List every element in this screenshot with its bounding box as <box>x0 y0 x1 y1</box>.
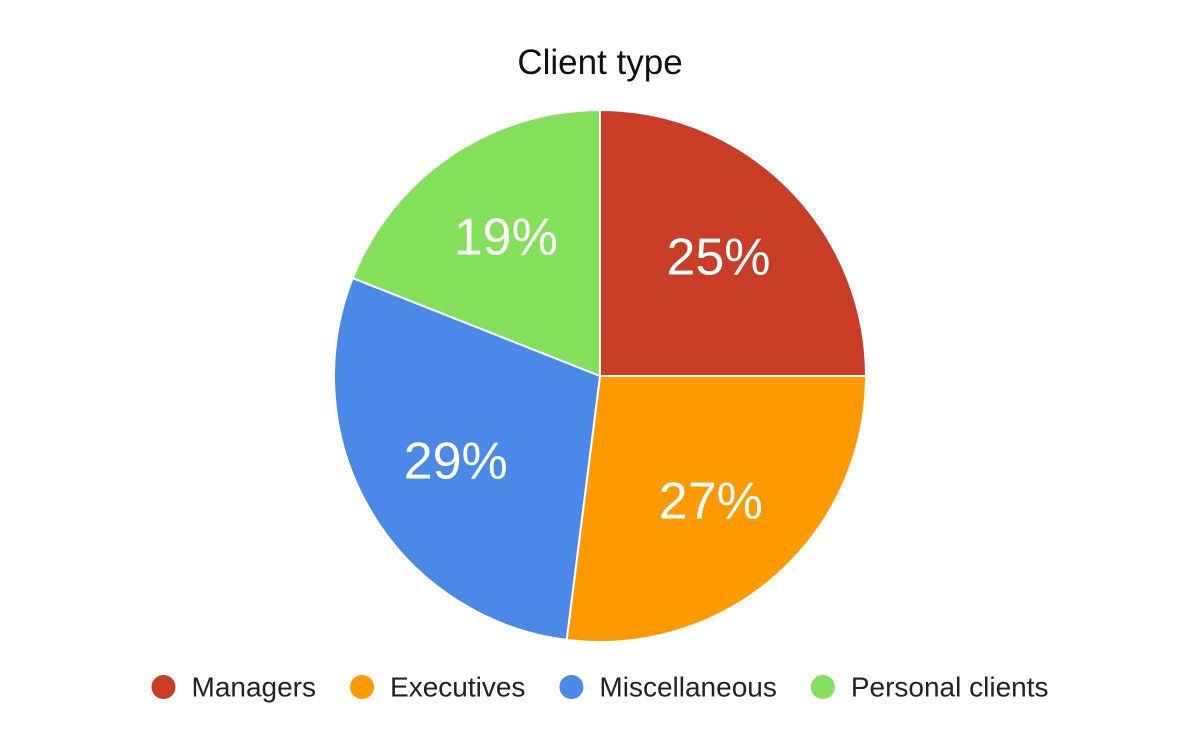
legend-swatch-personal-clients <box>810 675 835 699</box>
slice-label-miscellaneous: 29% <box>404 432 508 490</box>
pie-slice-managers <box>599 108 868 377</box>
slice-label-personal-clients: 19% <box>454 208 558 266</box>
legend-item-managers: Managers <box>151 672 317 703</box>
legend: Managers Executives Miscellaneous Personal … <box>151 672 1049 703</box>
legend-item-miscellaneous: Miscellaneous <box>559 672 777 703</box>
legend-label-personal-clients: Personal clients <box>851 672 1049 703</box>
legend-swatch-managers <box>151 675 176 699</box>
slice-label-managers: 25% <box>666 229 770 287</box>
legend-label-managers: Managers <box>192 672 317 703</box>
legend-swatch-miscellaneous <box>559 675 584 699</box>
pie-slice-personal-clients <box>351 108 601 378</box>
slice-label-executives: 27% <box>659 473 763 531</box>
pie-slices <box>333 108 868 643</box>
legend-item-executives: Executives <box>350 672 525 703</box>
legend-item-personal-clients: Personal clients <box>810 672 1049 703</box>
legend-label-executives: Executives <box>390 672 525 703</box>
chart-title: Client type <box>517 43 682 82</box>
slice-labels: 25% 27% 29% 19% <box>404 208 771 530</box>
legend-label-miscellaneous: Miscellaneous <box>599 672 776 703</box>
pie-slice-executives <box>565 375 868 643</box>
legend-swatch-executives <box>350 675 375 699</box>
pie-slice-miscellaneous <box>333 276 602 642</box>
